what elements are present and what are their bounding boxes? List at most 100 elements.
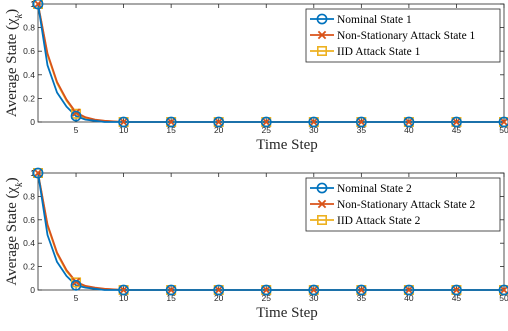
data-point-nonstationary [499,117,508,127]
data-point-nominal [118,284,129,296]
data-point-nominal [118,116,129,128]
y-tick-label: 0.6 [23,215,35,225]
y-axis-label: Average State (χk) [4,177,25,285]
data-point-nonstationary [214,285,223,295]
x-tick-label: 25 [262,125,272,135]
x-tick-label: 5 [74,125,79,135]
data-point-nominal [165,116,177,128]
legend-swatch-marker [317,30,327,40]
data-point-nonstationary [309,285,319,295]
data-point-nonstationary [309,117,319,127]
x-tick-label: 15 [166,125,176,135]
data-point-nominal [308,284,320,296]
data-point-nominal [308,116,320,128]
data-point-nonstationary [71,108,81,117]
legend: Nominal State 2 Non-Stationary Attack Sta… [305,177,501,232]
y-tick-label: 0 [30,117,35,127]
legend-entry-nonstationary: Non-Stationary Attack State 2 [310,199,476,211]
x-tick-label: 25 [262,293,272,303]
legend-swatch-marker [317,199,327,209]
data-point-nominal [498,116,508,128]
x-tick-label: 10 [119,125,129,135]
x-tick-label: 5 [74,293,79,303]
data-point-nonstationary [166,117,176,127]
legend-swatch-marker [316,13,328,25]
x-tick-label: 40 [404,293,414,303]
y-tick-label: 0.2 [23,93,35,103]
data-point-nonstationary [499,285,508,295]
legend-swatch-marker [316,182,328,194]
data-point-nonstationary [452,285,461,295]
data-point-nominal [32,167,44,179]
x-tick-label: 45 [452,293,462,303]
data-point-nonstationary [262,285,271,295]
data-point-nonstationary [404,117,414,127]
x-axis-label: Time Step [256,137,318,153]
data-point-nonstationary [71,277,81,287]
legend-box [305,8,501,63]
data-point-nonstationary [33,168,43,178]
data-point-nonstationary [357,285,366,295]
y-axis-label: Average State (χk) [4,9,25,117]
data-point-nominal [451,116,462,128]
data-point-nominal [355,116,367,128]
legend-label: IID Attack State 2 [337,215,421,227]
data-point-nonstationary [452,117,461,127]
y-tick-label: 0.8 [23,191,35,201]
data-point-nominal [498,284,508,296]
legend-box [305,177,501,232]
x-axis-label: Time Step [256,305,318,321]
y-tick-label: 0.4 [23,70,35,80]
legend: Nominal State 1 Non-Stationary Attack Sta… [305,8,501,63]
x-tick-label: 15 [166,293,176,303]
data-point-nonstationary [166,285,176,295]
legend-entry-nominal: Nominal State 2 [310,182,412,195]
data-point-nominal [70,110,82,122]
y-tick-label: 0.2 [23,262,35,272]
data-point-nominal [355,284,367,296]
x-tick-label: 50 [499,293,508,303]
data-point-nominal [165,284,177,296]
y-tick-label: 0.8 [23,23,35,33]
data-point-nominal [70,279,82,291]
x-tick-label: 50 [499,125,508,135]
data-point-nominal [260,116,272,128]
legend-entry-nominal: Nominal State 1 [310,13,412,26]
x-tick-label: 30 [309,293,319,303]
x-tick-label: 30 [309,125,319,135]
legend-entry-iid: IID Attack State 2 [310,215,421,227]
data-point-nominal [260,284,272,296]
data-point-nominal [213,284,225,296]
data-point-nonstationary [119,285,128,295]
data-point-nominal [403,284,415,296]
x-tick-label: 20 [214,293,224,303]
x-tick-label: 35 [357,293,367,303]
legend-entry-iid: IID Attack State 1 [310,45,421,58]
data-point-nonstationary [214,117,223,127]
legend-swatch-marker [316,215,327,226]
legend-entry-nonstationary: Non-Stationary Attack State 1 [310,30,476,42]
data-point-nonstationary [357,117,366,127]
legend-label: Nominal State 2 [337,183,412,195]
data-point-nominal [451,284,462,296]
legend-label: Non-Stationary Attack State 2 [337,199,476,211]
data-point-nonstationary [119,117,128,127]
data-point-nominal [403,116,415,128]
y-tick-label: 0.6 [23,46,35,56]
y-tick-label: 0.4 [23,238,35,248]
x-tick-label: 35 [357,125,367,135]
legend-label: Nominal State 1 [337,14,412,26]
legend-label: Non-Stationary Attack State 1 [337,30,476,42]
legend-swatch-marker [316,45,327,56]
x-tick-label: 45 [452,125,462,135]
data-point-nonstationary [262,117,271,127]
data-point-nonstationary [33,0,43,9]
x-tick-label: 10 [119,293,129,303]
x-tick-label: 20 [214,125,224,135]
legend-label: IID Attack State 1 [337,46,421,58]
data-point-nominal [213,116,225,128]
data-point-nominal [32,0,44,10]
